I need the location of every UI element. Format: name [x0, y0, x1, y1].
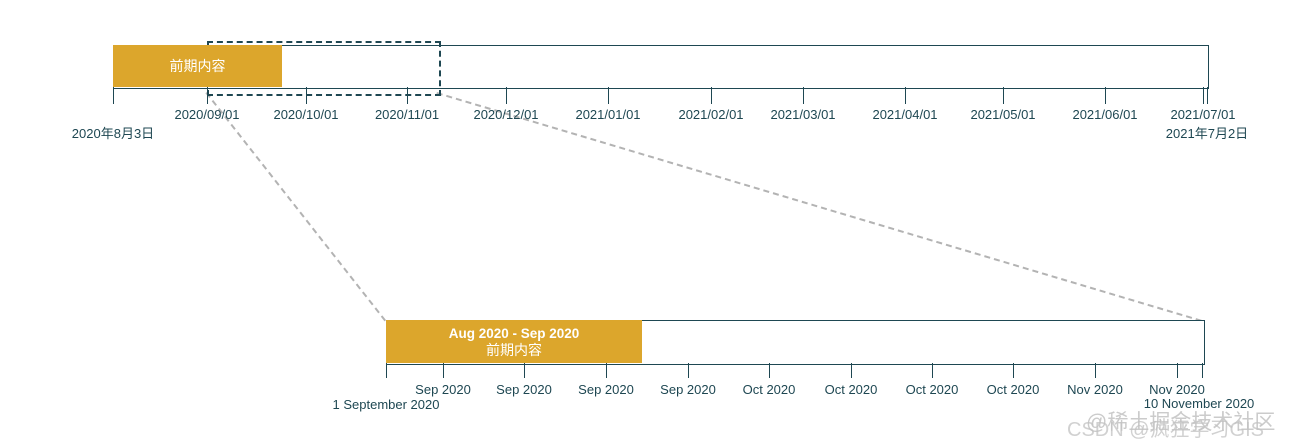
axis-tick: [769, 363, 770, 378]
axis-tick: [711, 87, 712, 104]
axis-tick-label: Oct 2020: [986, 382, 1040, 397]
detail-end-date-label: 10 November 2020: [1143, 396, 1255, 411]
detail-task-label: 前期内容: [486, 341, 542, 358]
axis-tick: [1203, 87, 1204, 104]
axis-tick: [1013, 363, 1014, 378]
axis-tick-label: 2021/07/01: [1170, 107, 1236, 122]
axis-tick-label: 2020/09/01: [174, 107, 240, 122]
detail-task-bar[interactable]: Aug 2020 - Sep 2020 前期内容: [386, 320, 642, 363]
axis-tick: [386, 363, 387, 378]
axis-tick-label: Oct 2020: [905, 382, 959, 397]
axis-tick: [443, 363, 444, 378]
axis-tick: [1003, 87, 1004, 104]
axis-tick-label: 2021/02/01: [678, 107, 744, 122]
overview-end-date-label: 2021年7月2日: [1165, 126, 1249, 141]
detail-start-date-label: 1 September 2020: [332, 397, 440, 412]
axis-tick: [1177, 363, 1178, 378]
overview-start-date-label: 2020年8月3日: [71, 126, 155, 141]
axis-tick: [1095, 363, 1096, 378]
axis-tick: [524, 363, 525, 378]
axis-tick: [506, 87, 507, 104]
axis-tick-label: 2021/03/01: [770, 107, 836, 122]
axis-tick-label: 2021/06/01: [1072, 107, 1138, 122]
axis-tick-label: Sep 2020: [578, 382, 634, 397]
axis-tick: [851, 363, 852, 378]
axis-tick-label: 2021/01/01: [575, 107, 641, 122]
axis-tick-label: Nov 2020: [1149, 382, 1205, 397]
axis-tick-label: Sep 2020: [496, 382, 552, 397]
axis-tick-label: Oct 2020: [824, 382, 878, 397]
axis-tick: [606, 363, 607, 378]
axis-tick: [1105, 87, 1106, 104]
axis-tick: [905, 87, 906, 104]
axis-tick: [932, 363, 933, 378]
axis-tick-label: 2021/05/01: [970, 107, 1036, 122]
overview-axis: 2020/09/01 2020/10/01 2020/11/01 2020/12/01…: [0, 87, 1295, 147]
axis-tick-label: Sep 2020: [415, 382, 471, 397]
axis-tick-label: Oct 2020: [742, 382, 796, 397]
overview-task-label: 前期内容: [169, 57, 226, 74]
axis-tick-label: 2020/12/01: [473, 107, 539, 122]
overview-total-bar[interactable]: [113, 45, 1209, 89]
axis-tick: [1207, 87, 1208, 104]
axis-tick: [113, 87, 114, 104]
detail-task-range-label: Aug 2020 - Sep 2020: [448, 325, 580, 341]
axis-tick-label: 2021/04/01: [872, 107, 938, 122]
axis-tick: [608, 87, 609, 104]
axis-tick: [803, 87, 804, 104]
detail-axis: Sep 2020 Sep 2020 Sep 2020 Sep 2020 Oct 2020…: [0, 363, 1295, 423]
axis-tick-label: 2020/11/01: [374, 107, 440, 122]
axis-tick-label: 2020/10/01: [273, 107, 339, 122]
axis-tick-label: Sep 2020: [660, 382, 716, 397]
overview-task-bar[interactable]: 前期内容: [113, 45, 282, 87]
axis-tick: [1202, 363, 1203, 378]
axis-tick: [688, 363, 689, 378]
axis-tick-label: Nov 2020: [1067, 382, 1123, 397]
